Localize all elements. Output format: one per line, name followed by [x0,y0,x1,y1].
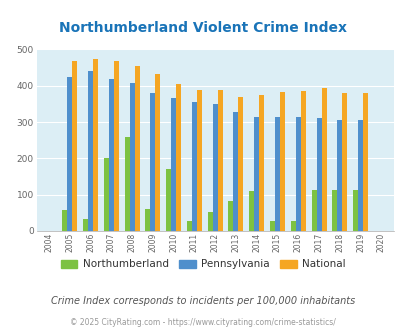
Text: © 2025 CityRating.com - https://www.cityrating.com/crime-statistics/: © 2025 CityRating.com - https://www.city… [70,318,335,327]
Legend: Northumberland, Pennsylvania, National: Northumberland, Pennsylvania, National [56,255,349,274]
Bar [212,104,217,231]
Bar [228,201,233,231]
Bar [362,93,367,231]
Bar [279,92,284,231]
Bar [124,137,129,231]
Bar [129,83,134,231]
Bar [357,120,362,231]
Bar [196,90,201,231]
Bar [311,190,316,231]
Bar [150,93,155,231]
Bar [316,118,321,231]
Bar [217,90,222,231]
Bar [249,191,254,231]
Bar [274,117,279,231]
Bar [113,61,119,231]
Text: Northumberland Violent Crime Index: Northumberland Violent Crime Index [59,21,346,35]
Bar [352,190,357,231]
Bar [72,61,77,231]
Bar [207,212,212,231]
Bar [83,219,88,231]
Bar [166,169,171,231]
Bar [155,74,160,231]
Bar [341,93,346,231]
Bar [176,84,181,231]
Bar [300,91,305,231]
Bar [192,103,196,231]
Bar [88,71,93,231]
Bar [171,98,176,231]
Bar [67,77,72,231]
Bar [254,117,258,231]
Bar [337,120,341,231]
Bar [290,221,295,231]
Bar [145,209,150,231]
Bar [186,221,192,231]
Bar [233,112,238,231]
Text: Crime Index corresponds to incidents per 100,000 inhabitants: Crime Index corresponds to incidents per… [51,296,354,306]
Bar [104,158,109,231]
Bar [269,221,274,231]
Bar [295,117,300,231]
Bar [332,190,337,231]
Bar [62,210,67,231]
Bar [134,66,139,231]
Bar [109,79,113,231]
Bar [258,94,264,231]
Bar [238,97,243,231]
Bar [321,87,326,231]
Bar [93,59,98,231]
